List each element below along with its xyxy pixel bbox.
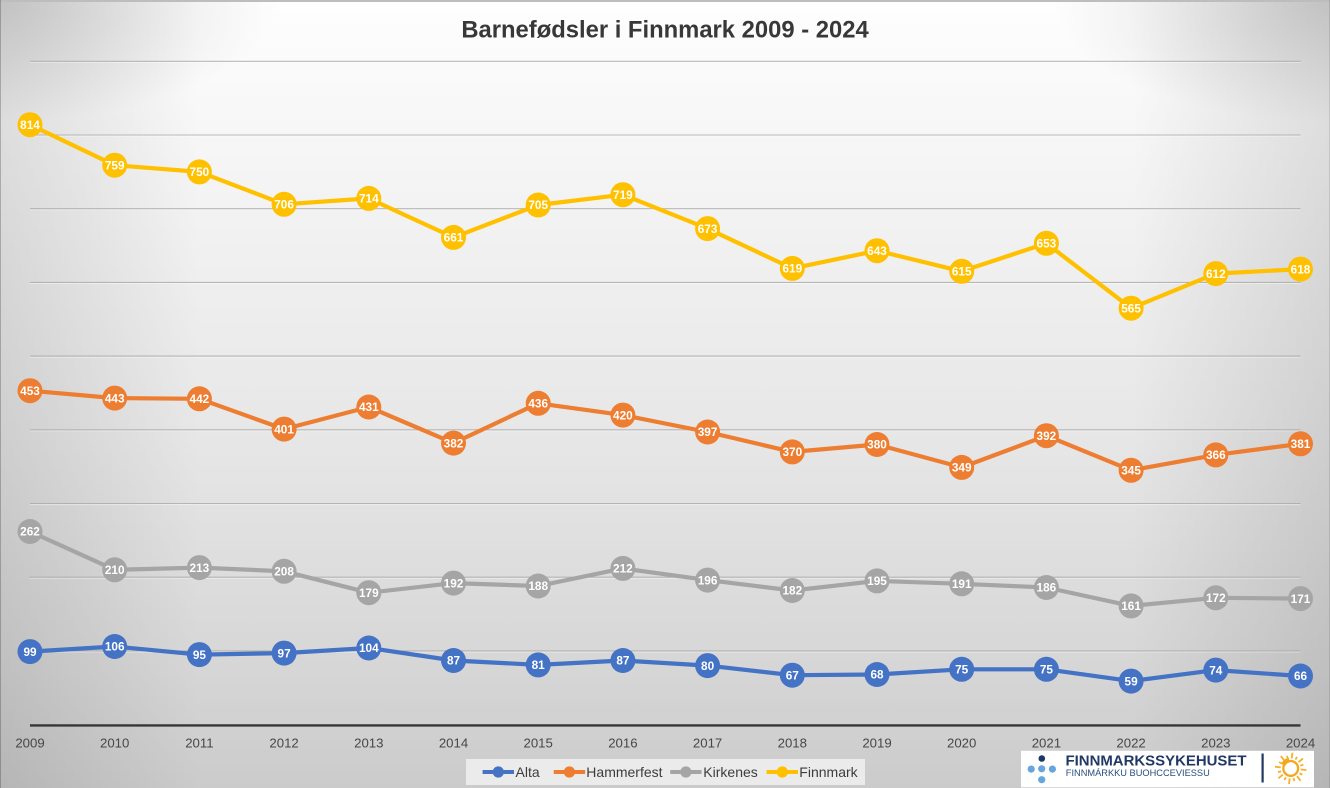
svg-text:431: 431 xyxy=(359,400,379,414)
svg-text:706: 706 xyxy=(274,198,294,212)
svg-text:345: 345 xyxy=(1121,464,1141,478)
svg-text:615: 615 xyxy=(952,265,972,279)
svg-text:443: 443 xyxy=(105,391,125,405)
svg-text:262: 262 xyxy=(20,525,40,539)
svg-text:714: 714 xyxy=(359,192,379,206)
svg-text:Hammerfest: Hammerfest xyxy=(586,764,662,780)
svg-text:2020: 2020 xyxy=(947,736,976,751)
svg-text:759: 759 xyxy=(105,158,125,172)
svg-text:179: 179 xyxy=(359,586,379,600)
svg-text:2024: 2024 xyxy=(1286,736,1315,751)
svg-text:661: 661 xyxy=(444,231,464,245)
svg-text:2009: 2009 xyxy=(15,736,44,751)
svg-text:104: 104 xyxy=(359,641,379,655)
svg-text:397: 397 xyxy=(698,425,718,439)
svg-text:172: 172 xyxy=(1206,591,1226,605)
svg-text:59: 59 xyxy=(1125,674,1139,688)
svg-text:87: 87 xyxy=(616,654,630,668)
svg-text:2012: 2012 xyxy=(269,736,298,751)
svg-text:74: 74 xyxy=(1209,663,1223,677)
svg-text:453: 453 xyxy=(20,384,40,398)
svg-text:381: 381 xyxy=(1291,437,1311,451)
svg-text:382: 382 xyxy=(444,436,464,450)
svg-text:213: 213 xyxy=(190,561,210,575)
svg-text:643: 643 xyxy=(867,244,887,258)
svg-text:Kirkenes: Kirkenes xyxy=(703,764,757,780)
svg-text:191: 191 xyxy=(952,577,972,591)
svg-text:392: 392 xyxy=(1037,429,1057,443)
svg-text:196: 196 xyxy=(698,573,718,587)
svg-text:612: 612 xyxy=(1206,267,1226,281)
svg-text:420: 420 xyxy=(613,408,633,422)
svg-text:195: 195 xyxy=(867,574,887,588)
svg-text:161: 161 xyxy=(1121,599,1141,613)
svg-text:2017: 2017 xyxy=(693,736,722,751)
svg-text:2010: 2010 xyxy=(100,736,129,751)
svg-text:Barnefødsler i Finnmark 2009 -: Barnefødsler i Finnmark 2009 - 2024 xyxy=(461,17,869,44)
svg-text:618: 618 xyxy=(1291,262,1311,276)
svg-text:99: 99 xyxy=(23,645,37,659)
svg-text:FINNMÁRKKU BUOHCCEVIESSU: FINNMÁRKKU BUOHCCEVIESSU xyxy=(1066,768,1210,778)
svg-text:212: 212 xyxy=(613,562,633,576)
svg-text:2018: 2018 xyxy=(778,736,807,751)
svg-text:401: 401 xyxy=(274,422,294,436)
svg-text:186: 186 xyxy=(1037,581,1057,595)
svg-text:87: 87 xyxy=(447,654,461,668)
svg-text:380: 380 xyxy=(867,438,887,452)
svg-text:97: 97 xyxy=(278,646,292,660)
svg-text:75: 75 xyxy=(955,663,969,677)
svg-text:814: 814 xyxy=(20,118,40,132)
svg-text:2022: 2022 xyxy=(1116,736,1145,751)
svg-text:67: 67 xyxy=(786,668,800,682)
svg-text:619: 619 xyxy=(782,262,802,276)
svg-text:68: 68 xyxy=(870,668,884,682)
svg-text:673: 673 xyxy=(698,222,718,236)
svg-text:2023: 2023 xyxy=(1201,736,1230,751)
svg-text:349: 349 xyxy=(952,461,972,475)
svg-text:2015: 2015 xyxy=(524,736,553,751)
svg-text:653: 653 xyxy=(1037,237,1057,251)
svg-text:2014: 2014 xyxy=(439,736,468,751)
svg-text:Alta: Alta xyxy=(516,764,540,780)
svg-text:95: 95 xyxy=(193,648,207,662)
svg-text:188: 188 xyxy=(528,579,548,593)
svg-text:80: 80 xyxy=(701,659,715,673)
svg-text:2011: 2011 xyxy=(185,736,213,751)
svg-text:2016: 2016 xyxy=(608,736,637,751)
svg-text:2019: 2019 xyxy=(862,736,891,751)
svg-text:210: 210 xyxy=(105,563,125,577)
svg-text:366: 366 xyxy=(1206,448,1226,462)
svg-text:66: 66 xyxy=(1294,669,1308,683)
svg-text:182: 182 xyxy=(782,584,802,598)
svg-text:208: 208 xyxy=(274,565,294,579)
svg-text:192: 192 xyxy=(444,576,464,590)
svg-text:2013: 2013 xyxy=(354,736,383,751)
svg-text:75: 75 xyxy=(1040,663,1054,677)
svg-text:Finnmark: Finnmark xyxy=(799,764,858,780)
svg-text:565: 565 xyxy=(1121,301,1141,315)
svg-text:2021: 2021 xyxy=(1032,736,1061,751)
svg-text:370: 370 xyxy=(782,445,802,459)
svg-text:436: 436 xyxy=(528,397,548,411)
svg-text:171: 171 xyxy=(1291,592,1311,606)
svg-text:719: 719 xyxy=(613,188,633,202)
svg-text:750: 750 xyxy=(190,165,210,179)
svg-text:442: 442 xyxy=(190,392,210,406)
svg-text:106: 106 xyxy=(105,640,125,654)
svg-text:705: 705 xyxy=(528,198,548,212)
svg-text:FINNMARKSSYKEHUSET: FINNMARKSSYKEHUSET xyxy=(1066,754,1247,770)
svg-text:81: 81 xyxy=(532,658,546,672)
